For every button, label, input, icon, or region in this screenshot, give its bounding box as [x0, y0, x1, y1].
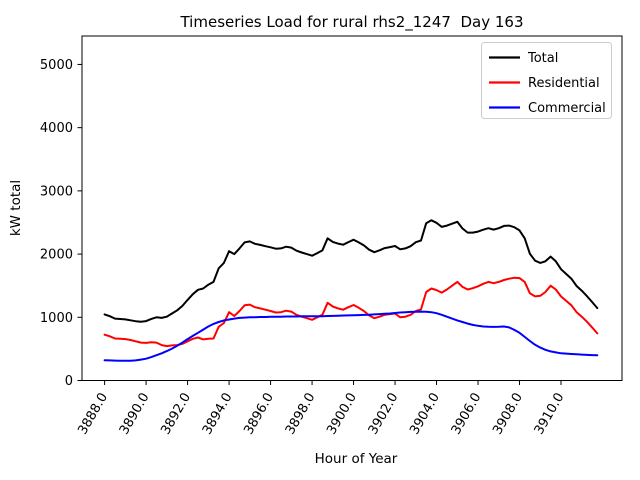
x-tick-label: 3908.0 — [490, 391, 526, 438]
y-tick-label: 2000 — [40, 248, 73, 263]
legend-label-total: Total — [527, 51, 558, 66]
y-tick-label: 5000 — [40, 58, 73, 73]
x-axis-label: Hour of Year — [315, 451, 398, 467]
total-line — [103, 219, 599, 323]
x-tick-label: 3892.0 — [158, 391, 194, 438]
x-tick-label: 3900.0 — [324, 391, 360, 438]
y-tick-label: 0 — [65, 374, 73, 389]
legend-label-commercial: Commercial — [528, 101, 606, 116]
x-tick-label: 3906.0 — [449, 391, 485, 438]
x-tick-label: 3902.0 — [366, 391, 402, 438]
x-tick-label: 3896.0 — [241, 391, 277, 438]
x-tick-label: 3898.0 — [283, 391, 319, 438]
legend-box — [481, 42, 612, 119]
y-axis-label: kW total — [8, 180, 24, 236]
y-tick-label: 1000 — [40, 311, 73, 326]
x-tick-label: 3904.0 — [407, 391, 443, 438]
x-tick-label: 3888.0 — [75, 391, 111, 438]
y-tick-label: 4000 — [40, 121, 73, 136]
data-lines — [103, 219, 599, 362]
legend: Total Residential Commercial — [481, 42, 612, 119]
x-tick-label: 3910.0 — [532, 391, 568, 438]
chart-title: Timeseries Load for rural rhs2_1247 Day … — [179, 13, 523, 32]
x-tick-label: 3894.0 — [200, 391, 236, 438]
x-tick-label: 3890.0 — [117, 391, 153, 438]
commercial-line — [103, 310, 599, 362]
y-tick-label: 3000 — [40, 184, 73, 199]
legend-label-residential: Residential — [528, 76, 600, 91]
residential-line — [103, 276, 599, 348]
